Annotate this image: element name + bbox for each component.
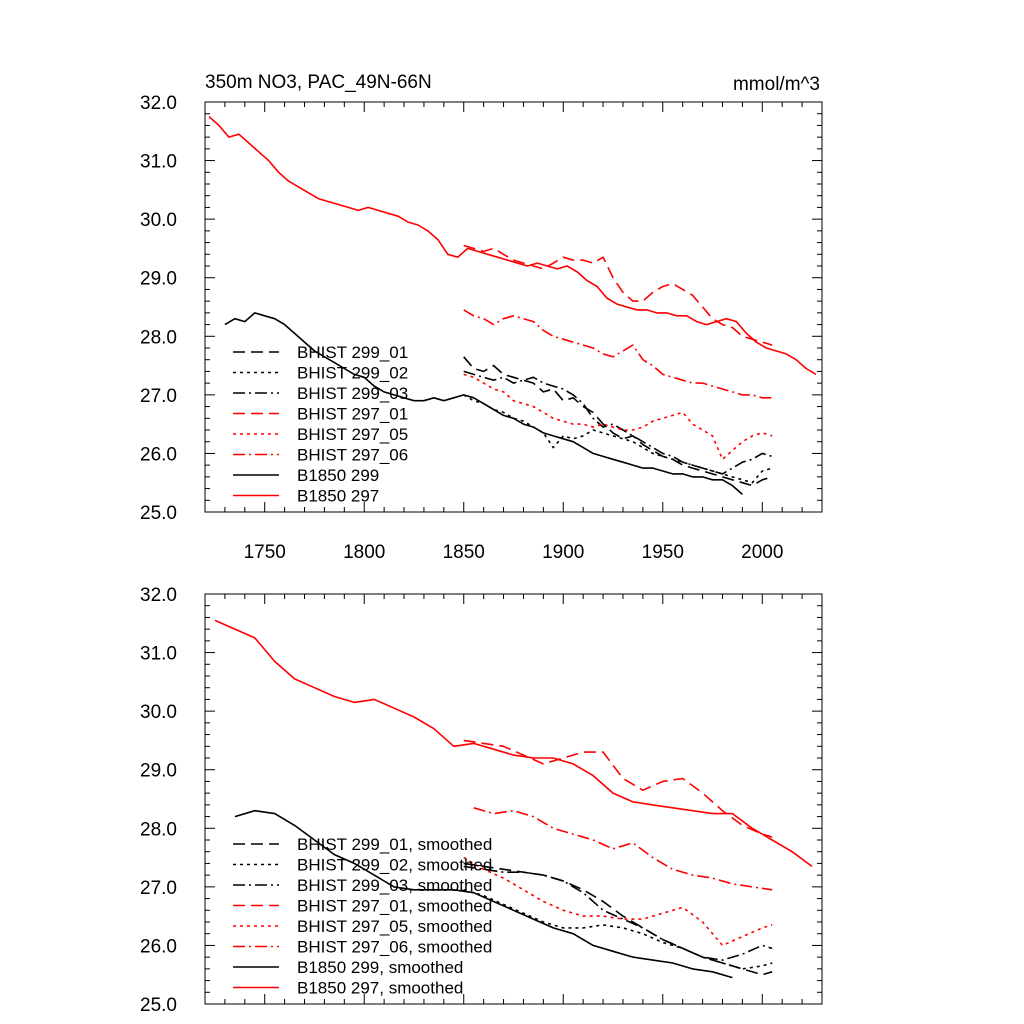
y-tick-label: 32.0 [140,585,177,606]
x-tick-label: 1950 [642,542,684,563]
y-tick-label: 25.0 [140,503,177,524]
bottom-panel: 25.0 26.0 27.0 28.0 29.0 30.0 31.0 32.0 BHIST 29… [140,585,823,1016]
series-line-4 [463,739,773,838]
legend-label: BHIST 299_02 [297,364,408,383]
legend-label: BHIST 299_02, smoothed [297,856,492,875]
legend-label: BHIST 299_01, smoothed [297,835,492,854]
legend-label: BHIST 297_01 [297,405,408,424]
plot-frame [204,593,823,1005]
legend: BHIST 299_01, smoothed BHIST 299_02, smoo… [233,835,492,998]
x-tick-label: 2000 [741,542,783,563]
series-line-2 [463,889,773,970]
y-tick-label: 28.0 [140,327,177,348]
legend-label: B1850 299, smoothed [297,958,463,977]
series-line-6 [463,309,773,399]
legend-label: B1850 297, smoothed [297,979,463,998]
legend-label: BHIST 299_03 [297,384,408,403]
y-tick-label: 31.0 [140,644,177,665]
y-tick-label: 26.0 [140,444,177,465]
y-tick-label: 27.0 [140,878,177,899]
legend-label: BHIST 297_06 [297,446,408,465]
series-line-3 [463,370,773,475]
legend-label: B1850 299 [297,466,379,485]
legend-label: BHIST 299_01 [297,343,408,362]
series-line-5 [463,373,773,461]
series-line-1 [463,356,773,487]
tick-marks [204,101,823,513]
y-tick-label: 29.0 [140,761,177,782]
x-tick-label: 1800 [343,542,385,563]
series-group [208,116,817,496]
y-tick-label: 31.0 [140,152,177,173]
y-tick-label: 30.0 [140,210,177,231]
x-tick-label: 1900 [542,542,584,563]
y-tick-label: 27.0 [140,386,177,407]
chart-title: 350m NO3, PAC_49N-66N [205,72,432,93]
legend-label: BHIST 297_05, smoothed [297,917,492,936]
series-line-8 [214,619,813,868]
x-tick-label: 1750 [244,542,286,563]
y-tick-label: 29.0 [140,269,177,290]
series-line-2 [463,394,773,484]
series-line-1 [463,862,773,976]
series-line-6 [473,807,773,891]
legend-label: BHIST 297_05 [297,425,408,444]
series-line-3 [463,865,773,961]
legend-label: BHIST 299_03, smoothed [297,876,492,895]
legend-label: BHIST 297_06, smoothed [297,938,492,957]
series-group [214,619,813,979]
y-tick-label: 28.0 [140,819,177,840]
y-tick-label: 30.0 [140,702,177,723]
y-tick-label: 32.0 [140,93,177,114]
y-tick-label: 26.0 [140,936,177,957]
y-tick-label: 25.0 [140,995,177,1016]
series-line-8 [208,116,817,376]
legend-label: BHIST 297_01, smoothed [297,897,492,916]
series-line-4 [463,244,773,346]
x-tick-label: 1850 [443,542,485,563]
plot-frame [204,101,823,513]
legend-label: B1850 297 [297,487,379,506]
series-line-7 [224,312,743,496]
series-line-7 [234,809,733,979]
tick-marks [204,593,823,1005]
units-label: mmol/m^3 [733,74,820,95]
top-panel: 25.0 26.0 27.0 28.0 29.0 30.0 31.0 32.0 1750 1800… [140,72,823,563]
